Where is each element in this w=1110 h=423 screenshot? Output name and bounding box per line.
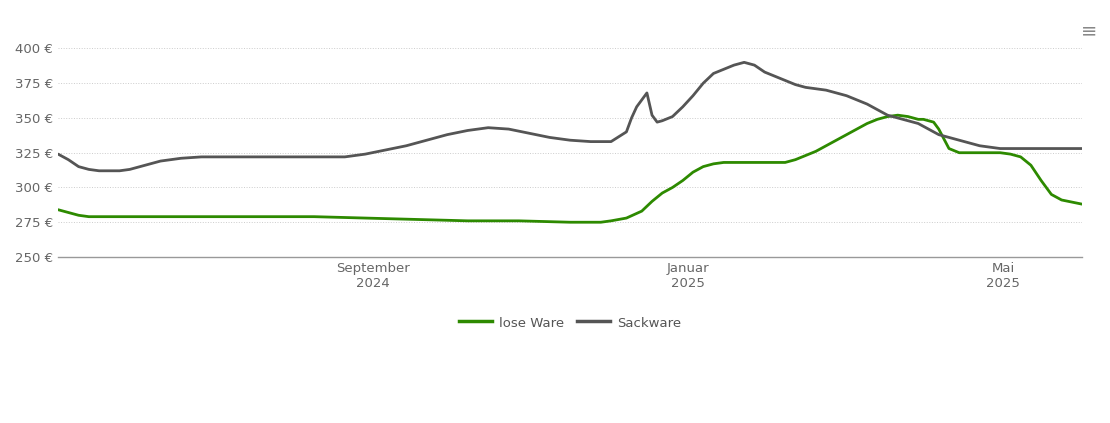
Legend: lose Ware, Sackware: lose Ware, Sackware: [454, 311, 686, 335]
Text: ≡: ≡: [1081, 21, 1098, 40]
